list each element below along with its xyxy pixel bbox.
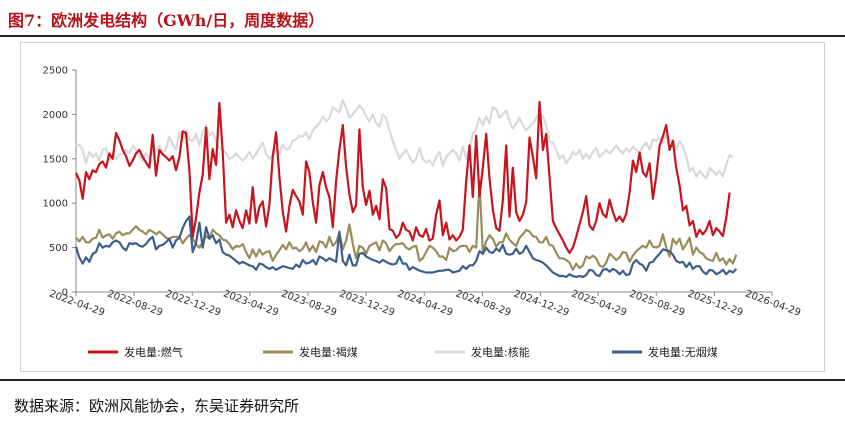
x-tick-label: 2025-08-29 xyxy=(628,289,686,319)
x-tick-label: 2024-08-29 xyxy=(454,289,512,319)
x-tick-label: 2025-04-29 xyxy=(570,289,628,319)
bottom-rule xyxy=(0,379,845,381)
series-line-1 xyxy=(75,100,731,254)
legend-label-1: 发电量:燃气 xyxy=(124,345,183,359)
y-tick-label: 2000 xyxy=(43,110,68,121)
top-rule xyxy=(0,35,845,37)
series-line-2 xyxy=(75,179,738,271)
title-bar: 图7：欧洲发电结构（GWh/日，周度数据） xyxy=(0,0,845,34)
chart-frame xyxy=(20,42,825,372)
figure-title: 图7：欧洲发电结构（GWh/日，周度数据） xyxy=(8,11,325,30)
source-note: 数据来源：欧洲风能协会，东吴证券研究所 xyxy=(14,397,300,415)
x-tick-label: 2023-12-29 xyxy=(338,289,396,319)
x-tick-label: 2024-04-29 xyxy=(396,289,454,319)
x-tick-label: 2025-12-29 xyxy=(686,289,744,319)
series-line-4 xyxy=(74,215,738,278)
x-tick-label: 2023-04-29 xyxy=(222,289,280,319)
y-tick-label: 500 xyxy=(49,243,68,254)
y-tick-label: 0 xyxy=(62,288,68,299)
x-tick-label: 2022-12-29 xyxy=(164,289,222,319)
x-tick-label: 2022-08-29 xyxy=(106,289,164,319)
x-tick-label: 2024-12-29 xyxy=(512,289,570,319)
legend-label-2: 发电量:褐煤 xyxy=(299,345,358,359)
legend-label-4: 发电量:无烟煤 xyxy=(648,345,718,359)
x-tick-label: 2022-04-29 xyxy=(48,289,106,319)
x-tick-label: 2023-08-29 xyxy=(280,289,338,319)
y-tick-label: 2500 xyxy=(43,66,68,77)
legend-label-3: 发电量:核能 xyxy=(471,345,530,359)
y-tick-label: 1000 xyxy=(43,199,68,210)
y-tick-label: 1500 xyxy=(43,154,68,165)
x-tick-label: 2026-04-29 xyxy=(744,289,802,319)
